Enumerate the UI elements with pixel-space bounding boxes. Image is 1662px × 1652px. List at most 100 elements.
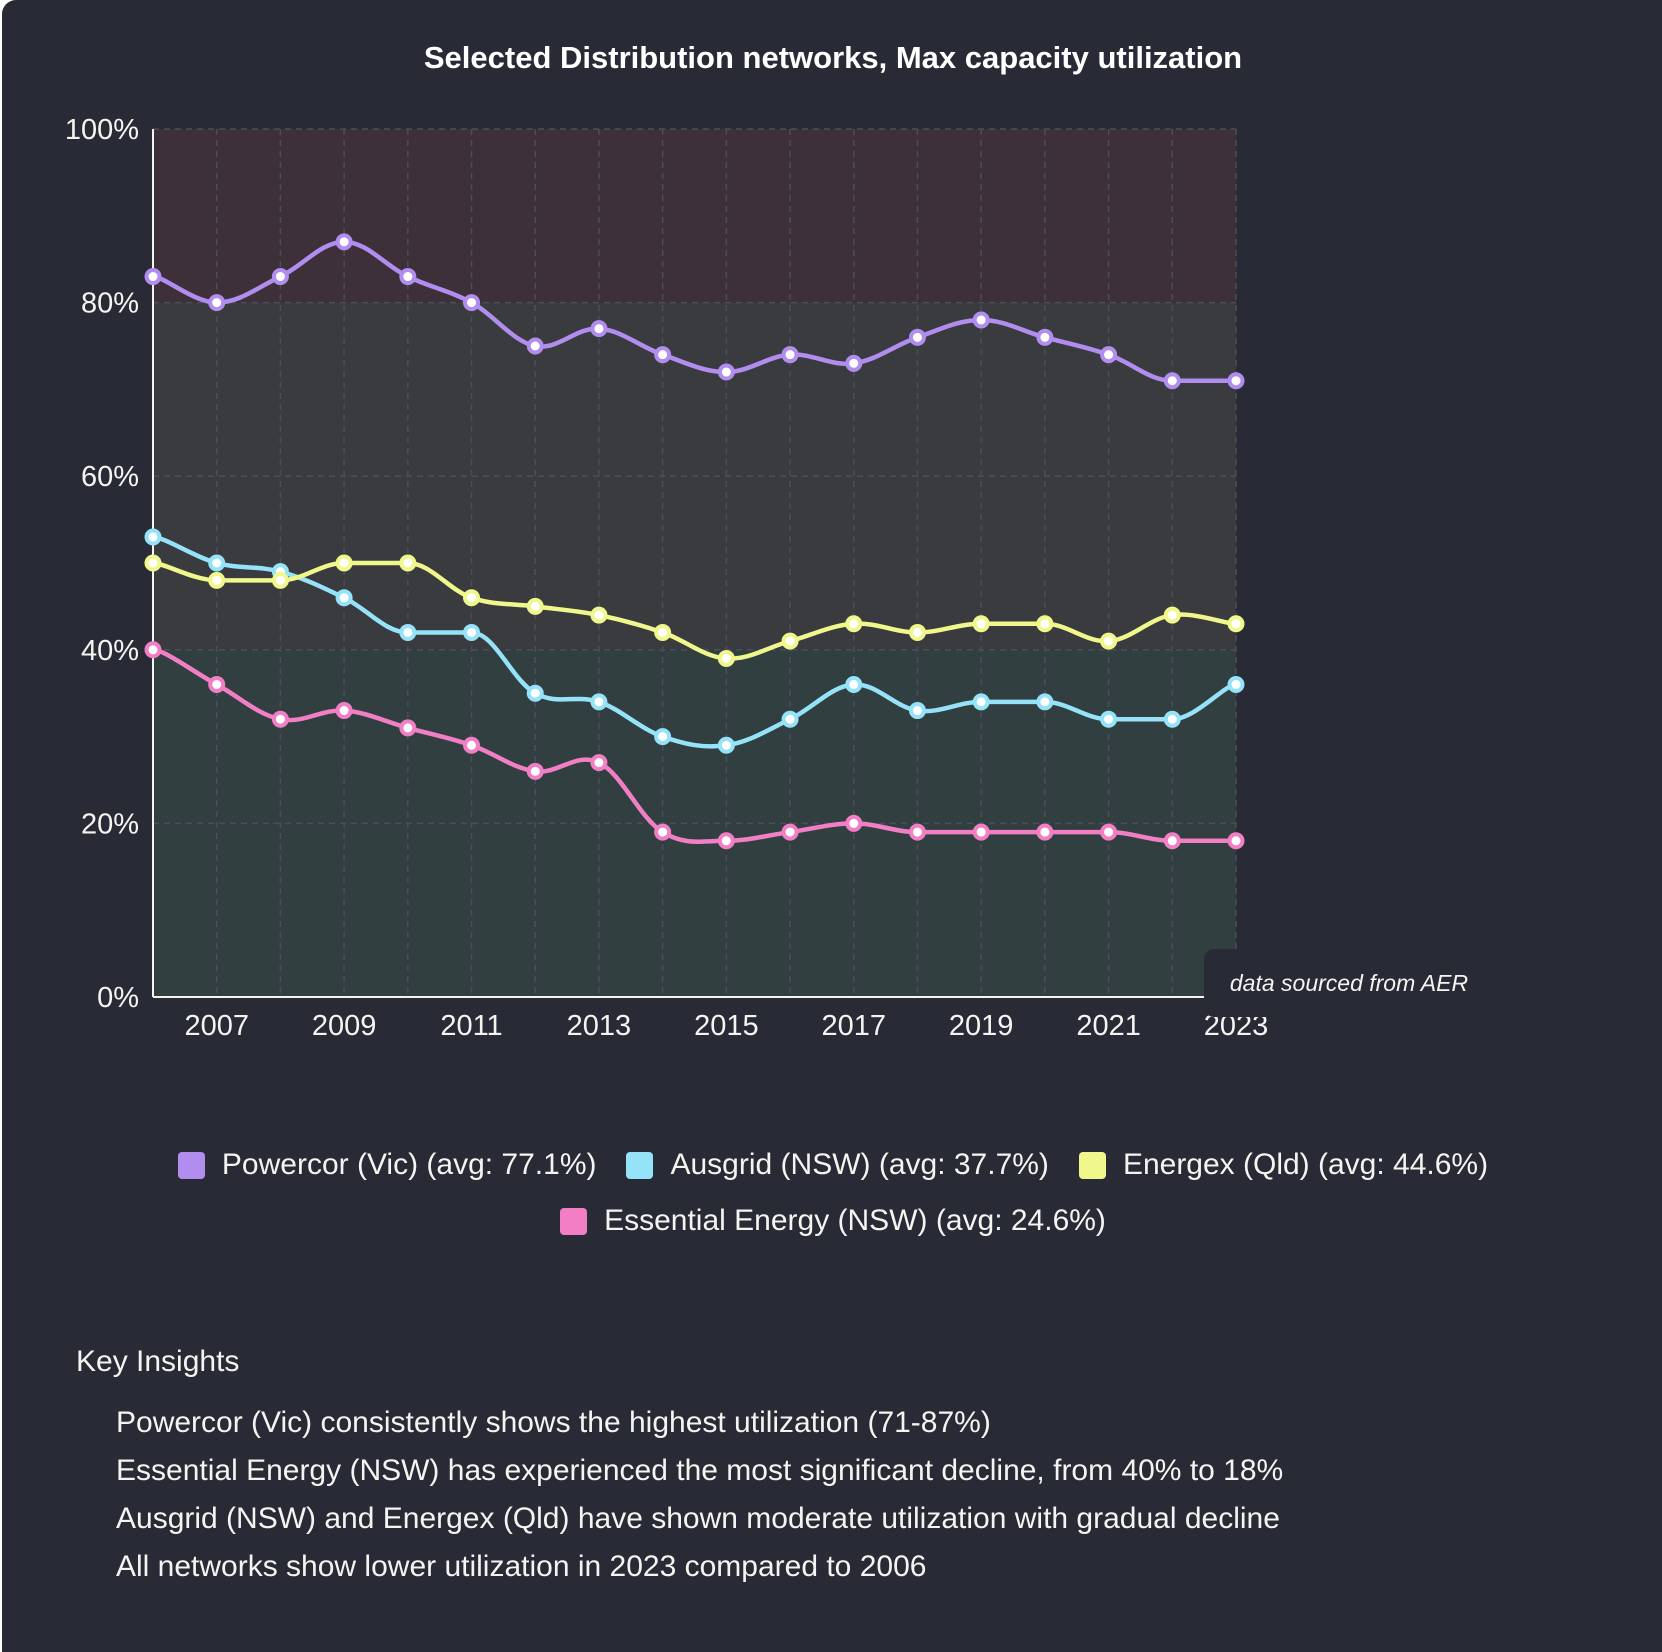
data-point [335, 554, 353, 572]
chart-title: Selected Distribution networks, Max capa… [423, 40, 1243, 75]
data-point [654, 728, 672, 746]
data-point [144, 641, 162, 659]
legend-label: Ausgrid (NSW) (avg: 37.7%) [670, 1148, 1049, 1181]
data-point [335, 702, 353, 720]
x-tick-label: 2009 [312, 1010, 377, 1042]
data-point [399, 719, 417, 737]
data-point [208, 676, 226, 694]
background-band [153, 129, 1236, 303]
data-point [463, 294, 481, 312]
background-bands [153, 129, 1236, 997]
data-point [908, 702, 926, 720]
data-point [908, 623, 926, 641]
data-point [144, 554, 162, 572]
data-point [1227, 372, 1245, 390]
legend-item-energex[interactable]: Energex (Qld) (avg: 44.6%) [1078, 1148, 1488, 1182]
data-point [144, 268, 162, 286]
legend-item-essential-energy[interactable]: Essential Energy (NSW) (avg: 24.6%) [560, 1204, 1106, 1238]
data-point [399, 268, 417, 286]
data-point [526, 762, 544, 780]
data-point [654, 623, 672, 641]
data-point [908, 328, 926, 346]
data-point [908, 823, 926, 841]
data-point [1163, 832, 1181, 850]
data-point [590, 606, 608, 624]
data-point [1227, 832, 1245, 850]
data-point [271, 268, 289, 286]
legend-label: Powercor (Vic) (avg: 77.1%) [221, 1148, 597, 1181]
data-point [208, 554, 226, 572]
x-tick-label: 2021 [1076, 1010, 1141, 1042]
y-tick-label: 20% [81, 808, 139, 840]
legend-swatch-powercor [177, 1151, 205, 1179]
data-point [845, 676, 863, 694]
insight-item: Essential Energy (NSW) has experienced t… [116, 1454, 1284, 1487]
data-point [1036, 328, 1054, 346]
data-point [590, 754, 608, 772]
data-point [526, 684, 544, 702]
data-point [717, 649, 735, 667]
data-point [1163, 372, 1181, 390]
data-point [335, 233, 353, 251]
data-point [1163, 710, 1181, 728]
data-point [399, 554, 417, 572]
data-point [526, 337, 544, 355]
data-point [972, 693, 990, 711]
x-tick-labels: 2007 2009 2011 2013 2015 2017 2019 2021 2023 [184, 1010, 1268, 1042]
data-point [972, 823, 990, 841]
data-point [526, 597, 544, 615]
data-point [781, 346, 799, 364]
data-point [1100, 632, 1118, 650]
x-tick-label: 2013 [567, 1010, 632, 1042]
data-point [654, 346, 672, 364]
y-tick-label: 40% [81, 635, 139, 667]
x-tick-label: 2017 [822, 1010, 887, 1042]
data-point [1036, 615, 1054, 633]
data-point [1227, 615, 1245, 633]
key-insights: Key Insights Powercor (Vic) consistently… [76, 1345, 1283, 1591]
y-tick-label: 60% [81, 461, 139, 493]
series-ausgrid-nsw [144, 528, 1245, 754]
data-point [972, 615, 990, 633]
data-point [271, 571, 289, 589]
data-point [463, 589, 481, 607]
data-point [208, 571, 226, 589]
data-point [781, 823, 799, 841]
legend-item-ausgrid[interactable]: Ausgrid (NSW) (avg: 37.7%) [626, 1148, 1049, 1182]
data-point [399, 623, 417, 641]
y-tick-label: 80% [81, 288, 139, 320]
legend-swatch-essential-energy [560, 1207, 588, 1235]
data-point [335, 589, 353, 607]
data-point [1100, 346, 1118, 364]
data-point [781, 632, 799, 650]
y-tick-label: 0% [97, 982, 139, 1014]
legend-item-powercor[interactable]: Powercor (Vic) (avg: 77.1%) [177, 1148, 597, 1182]
series-essential-energy-nsw [144, 641, 1245, 850]
data-point [654, 823, 672, 841]
insights-list: Powercor (Vic) consistently shows the hi… [76, 1399, 1283, 1591]
data-point [845, 814, 863, 832]
data-point [1163, 606, 1181, 624]
x-tick-label: 2019 [949, 1010, 1014, 1042]
legend-swatch-ausgrid [626, 1151, 654, 1179]
legend-swatch-energex [1078, 1151, 1106, 1179]
x-tick-label: 2011 [440, 1010, 502, 1042]
line-chart: 0% 20% 40% 60% 80% 100% 2007 2009 2011 2013 2015 2… [65, 114, 1268, 1042]
series-powercor-vic [144, 233, 1245, 390]
data-point [1100, 823, 1118, 841]
data-point [1036, 823, 1054, 841]
insight-item: All networks show lower utilization in 2… [116, 1550, 927, 1583]
data-point [463, 736, 481, 754]
x-tick-label: 2007 [184, 1010, 249, 1042]
data-point [972, 311, 990, 329]
series-lines [144, 233, 1245, 850]
data-point [717, 363, 735, 381]
series-energex-qld [144, 554, 1245, 667]
data-point [1227, 676, 1245, 694]
legend: Powercor (Vic) (avg: 77.1%) Ausgrid (NSW… [2, 1148, 1662, 1238]
y-tick-labels: 0% 20% 40% 60% 80% 100% [65, 114, 139, 1014]
data-point [463, 623, 481, 641]
x-tick-label: 2015 [694, 1010, 759, 1042]
data-point [1100, 710, 1118, 728]
y-tick-label: 100% [65, 114, 139, 146]
